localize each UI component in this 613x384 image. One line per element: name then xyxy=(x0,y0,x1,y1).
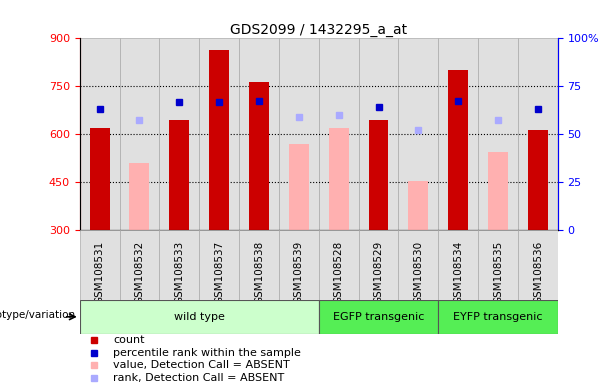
Bar xyxy=(478,38,518,230)
Bar xyxy=(120,38,159,230)
Bar xyxy=(239,230,279,300)
Bar xyxy=(239,38,279,230)
Text: GSM108539: GSM108539 xyxy=(294,241,304,304)
Bar xyxy=(398,230,438,300)
Bar xyxy=(249,81,269,230)
Bar xyxy=(319,230,359,300)
Bar xyxy=(518,230,558,300)
Text: GSM108537: GSM108537 xyxy=(214,241,224,304)
Bar xyxy=(199,230,239,300)
Bar xyxy=(279,230,319,300)
Bar xyxy=(438,38,478,230)
Text: GSM108532: GSM108532 xyxy=(134,241,145,304)
Text: GSM108530: GSM108530 xyxy=(413,241,424,304)
Bar xyxy=(398,38,438,230)
Bar xyxy=(199,38,239,230)
Bar xyxy=(80,38,120,230)
Bar xyxy=(329,128,349,230)
Bar xyxy=(478,230,518,300)
Bar xyxy=(438,230,478,300)
Bar xyxy=(80,300,319,334)
Text: GSM108533: GSM108533 xyxy=(174,241,185,304)
Text: percentile rank within the sample: percentile rank within the sample xyxy=(113,348,301,358)
Bar xyxy=(319,300,438,334)
Bar xyxy=(319,38,359,230)
Text: EYFP transgenic: EYFP transgenic xyxy=(453,312,543,322)
Text: count: count xyxy=(113,335,145,345)
Text: wild type: wild type xyxy=(174,312,224,322)
Bar xyxy=(89,128,110,230)
Text: GSM108531: GSM108531 xyxy=(94,241,105,304)
Text: EGFP transgenic: EGFP transgenic xyxy=(333,312,424,322)
Bar xyxy=(488,152,508,230)
Bar xyxy=(368,120,389,230)
Bar xyxy=(408,181,428,230)
Bar xyxy=(159,230,199,300)
Bar xyxy=(80,230,120,300)
Text: GSM108535: GSM108535 xyxy=(493,241,503,304)
Text: genotype/variation: genotype/variation xyxy=(0,310,76,320)
Bar xyxy=(120,230,159,300)
Title: GDS2099 / 1432295_a_at: GDS2099 / 1432295_a_at xyxy=(230,23,407,37)
Bar xyxy=(359,38,398,230)
Bar xyxy=(448,70,468,230)
Text: value, Detection Call = ABSENT: value, Detection Call = ABSENT xyxy=(113,360,290,370)
Text: GSM108529: GSM108529 xyxy=(373,241,384,304)
Text: GSM108538: GSM108538 xyxy=(254,241,264,304)
Text: GSM108536: GSM108536 xyxy=(533,241,543,304)
Bar xyxy=(289,144,309,230)
Text: GSM108528: GSM108528 xyxy=(333,241,344,304)
Bar xyxy=(169,120,189,230)
Bar xyxy=(528,129,548,230)
Bar xyxy=(129,163,150,230)
Bar xyxy=(209,50,229,230)
Bar xyxy=(359,230,398,300)
Bar xyxy=(518,38,558,230)
Bar xyxy=(279,38,319,230)
Bar xyxy=(438,300,558,334)
Text: rank, Detection Call = ABSENT: rank, Detection Call = ABSENT xyxy=(113,373,284,383)
Bar xyxy=(159,38,199,230)
Text: GSM108534: GSM108534 xyxy=(453,241,463,304)
